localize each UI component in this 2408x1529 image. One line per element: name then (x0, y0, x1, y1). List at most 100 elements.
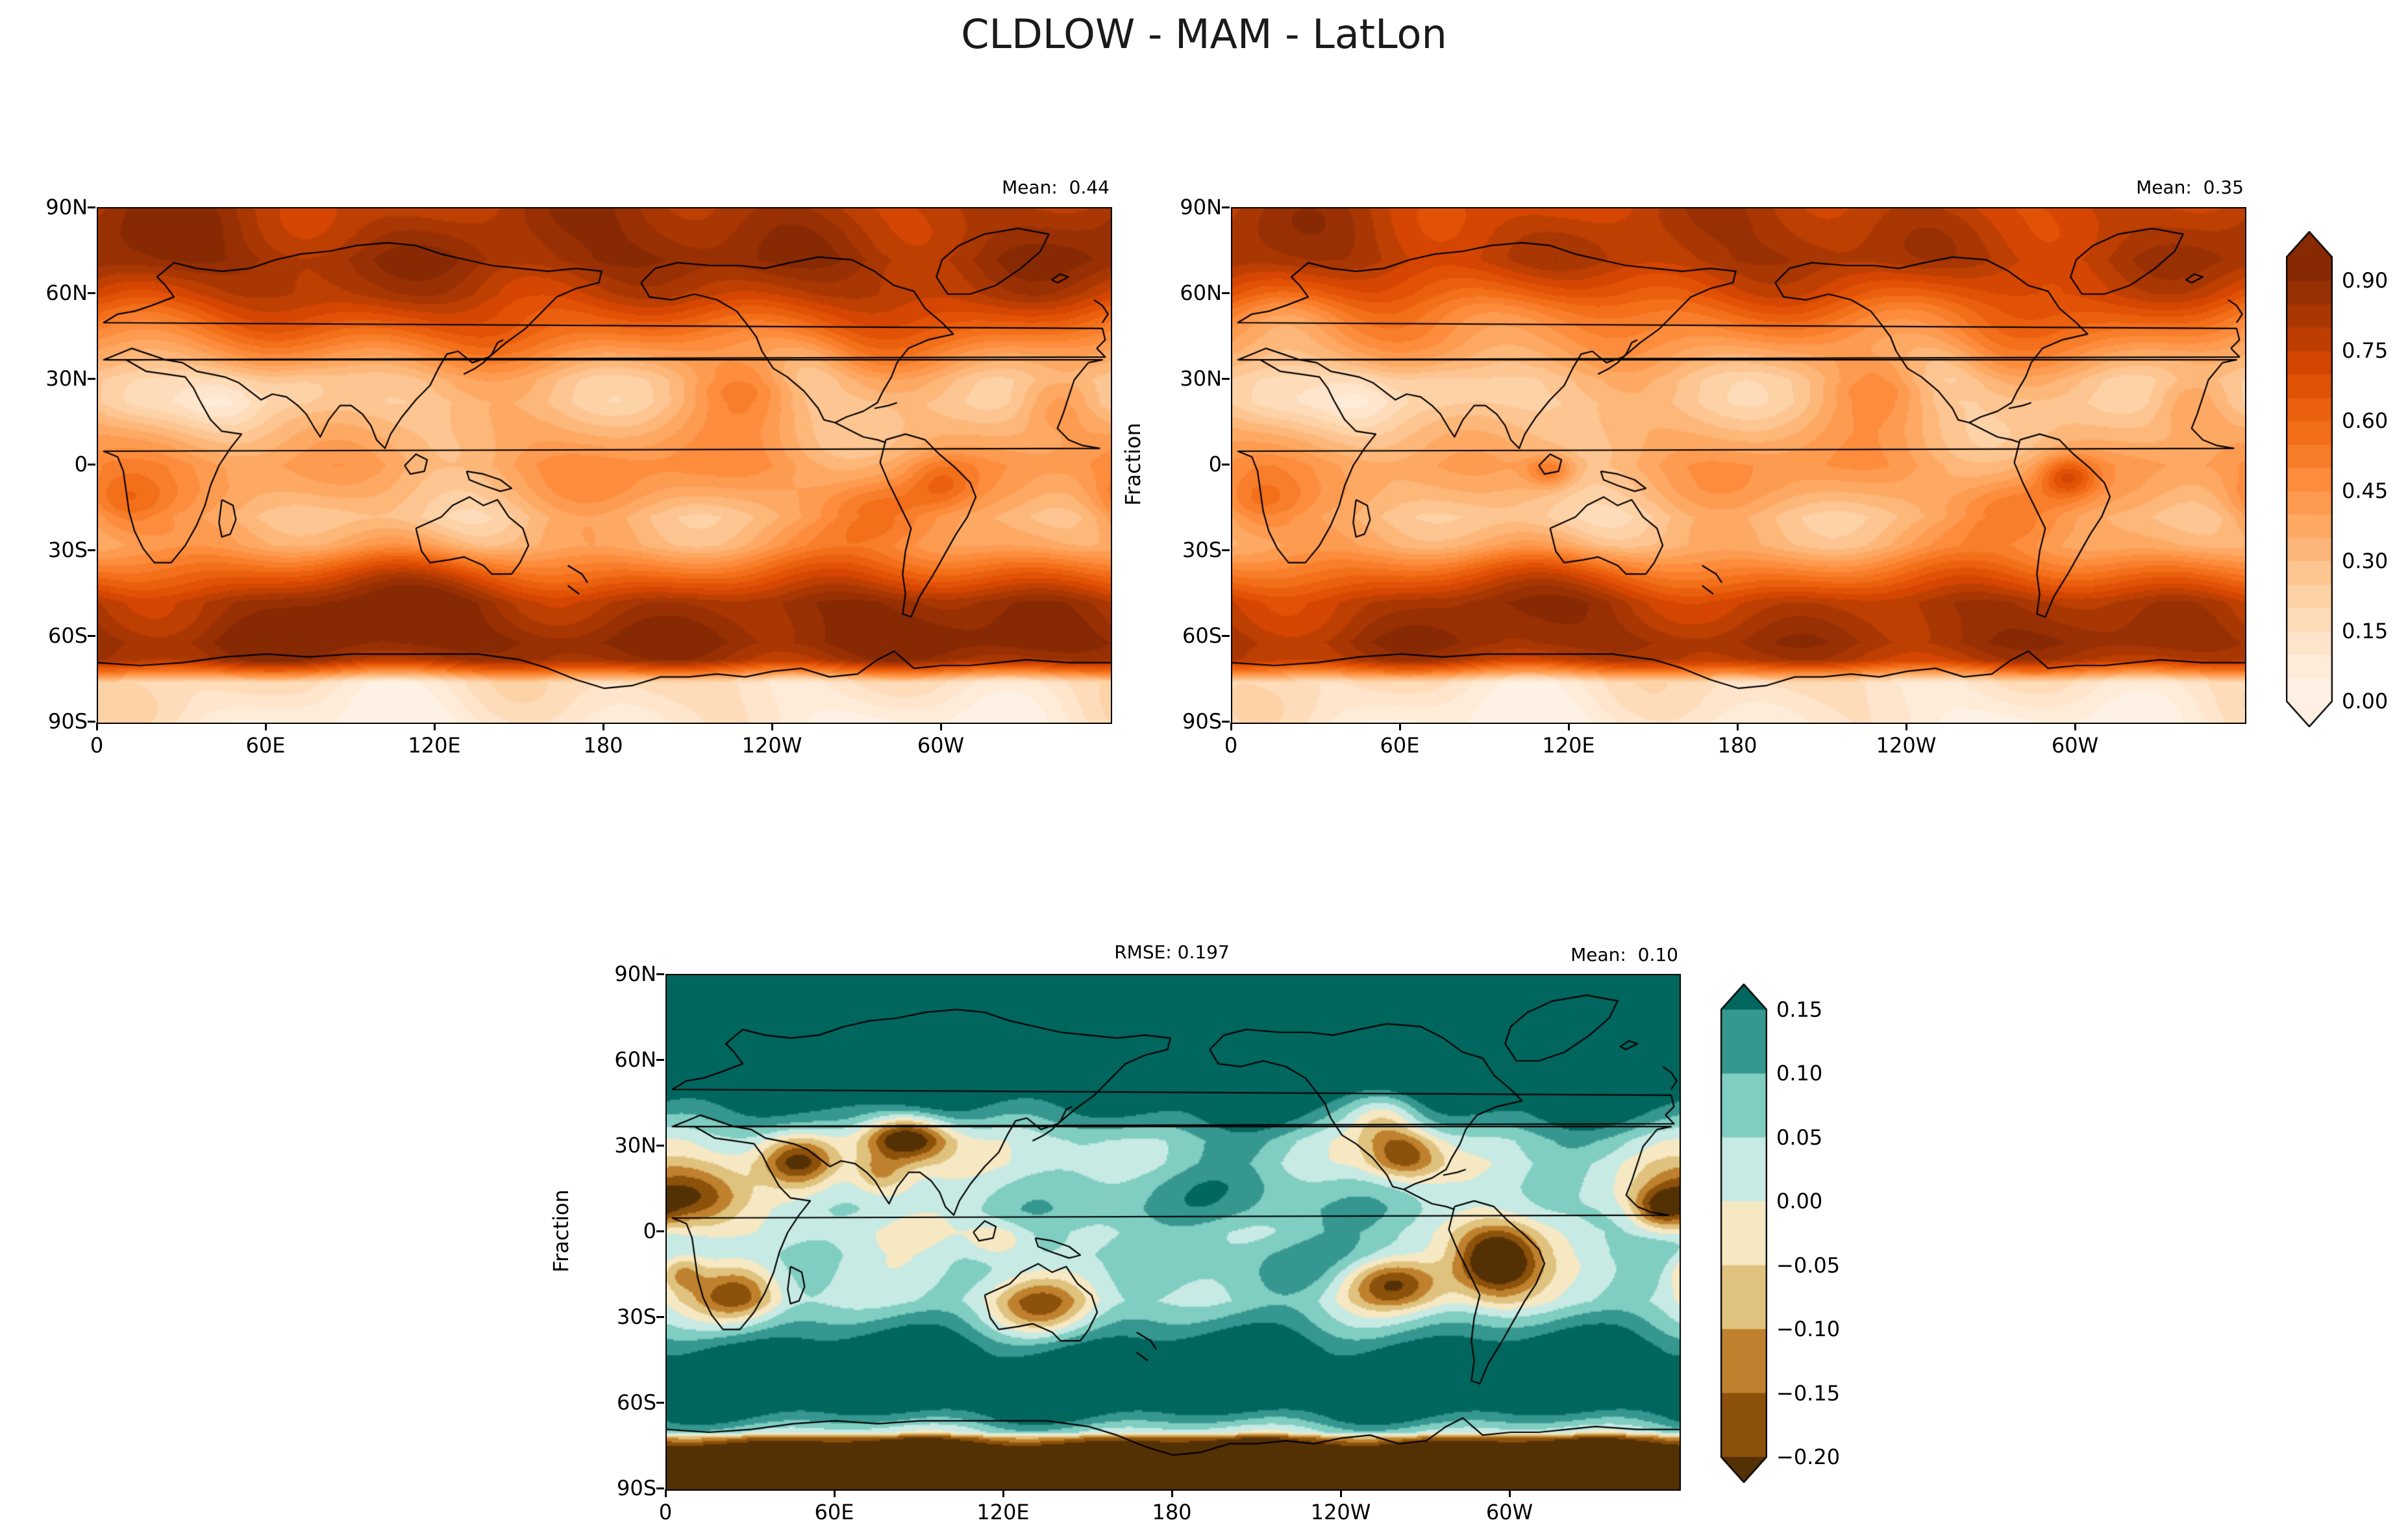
lon-tick-label: 0 (658, 1500, 673, 1524)
lon-tick-mark (95, 723, 98, 730)
lon-tick-label: 120E (408, 733, 461, 758)
fraction-colorbar-tick-label: 0.60 (2342, 408, 2389, 433)
lat-tick-mark (1222, 463, 1230, 466)
lon-tick-mark (1339, 1489, 1342, 1497)
lat-tick-label: 90S (47, 709, 88, 734)
lat-tick-label: 30S (616, 1304, 656, 1329)
lat-tick-mark (88, 720, 95, 723)
baseline-map-canvas (1231, 207, 2246, 724)
fraction-colorbar-tick-label: 0.90 (2342, 268, 2389, 293)
lat-tick-mark (1222, 206, 1230, 208)
lat-tick-label: 0 (1208, 452, 1222, 477)
lon-tick-label: 120W (1310, 1500, 1371, 1524)
diff-rmse-label: RMSE: 0.197 (1114, 941, 1230, 963)
test-map-canvas (97, 207, 1112, 724)
lat-tick-label: 90N (1180, 195, 1222, 219)
lat-tick-label: 60N (45, 280, 88, 305)
lat-tick-label: 90N (614, 962, 656, 986)
lon-tick-label: 180 (1717, 733, 1757, 758)
fraction-colorbar-tick-label: 0.30 (2342, 549, 2389, 573)
lat-tick-mark (1222, 377, 1230, 380)
lon-tick-label: 0 (90, 733, 104, 758)
lat-tick-label: 30S (1182, 538, 1222, 562)
lon-tick-label: 60E (245, 733, 286, 758)
fraction-colorbar-tick-label: 0.75 (2342, 338, 2389, 363)
lon-tick-mark (1002, 1489, 1004, 1497)
lon-tick-mark (1567, 723, 1570, 730)
lat-tick-mark (88, 549, 95, 551)
lat-tick-label: 0 (74, 452, 88, 477)
lon-tick-mark (264, 723, 267, 730)
lat-tick-mark (1222, 720, 1230, 723)
lat-tick-label: 0 (643, 1219, 656, 1243)
difference-colorbar-tick-label: 0.10 (1776, 1061, 1823, 1086)
lon-tick-mark (1736, 723, 1739, 730)
lon-tick-label: 120W (1876, 733, 1937, 758)
lon-tick-label: 60W (1485, 1500, 1533, 1524)
lon-tick-label: 180 (1152, 1500, 1192, 1524)
lon-tick-mark (2074, 723, 2076, 730)
lat-tick-label: 30N (45, 366, 88, 391)
lon-tick-mark (771, 723, 773, 730)
difference-colorbar-tick-label: 0.05 (1776, 1125, 1823, 1150)
lon-tick-label: 0 (1224, 733, 1238, 758)
lon-tick-mark (833, 1489, 836, 1497)
difference-colorbar-tick-label: 0.15 (1776, 997, 1823, 1022)
lat-tick-mark (656, 1315, 664, 1318)
lon-tick-label: 60E (814, 1500, 854, 1524)
diff-y-axis-label: Fraction (549, 1189, 573, 1273)
lat-tick-label: 60N (614, 1047, 656, 1072)
lon-tick-label: 60E (1380, 733, 1420, 758)
lat-tick-label: 60S (1182, 623, 1222, 648)
difference-colorbar (1720, 984, 1767, 1483)
baseline-y-axis-label: Fraction (1121, 423, 1145, 506)
difference-map-canvas (665, 974, 1681, 1491)
fraction-colorbar-tick-label: 0.00 (2342, 689, 2389, 714)
lat-tick-label: 90S (1182, 709, 1222, 734)
lon-tick-mark (433, 723, 436, 730)
lon-tick-label: 120E (1542, 733, 1595, 758)
lat-tick-mark (656, 1401, 664, 1404)
fraction-colorbar-tick-label: 0.45 (2342, 479, 2389, 503)
figure-title: CLDLOW - MAM - LatLon (961, 10, 1447, 58)
lat-tick-label: 30N (614, 1133, 656, 1158)
lat-tick-mark (656, 1487, 664, 1489)
lon-tick-label: 120W (741, 733, 802, 758)
lon-tick-label: 120E (976, 1500, 1030, 1524)
lat-tick-mark (88, 634, 95, 637)
lon-tick-mark (602, 723, 604, 730)
diff-stat-mean: Mean: 0.10 (1570, 944, 1678, 965)
lat-tick-mark (88, 292, 95, 294)
fraction-colorbar-tick-label: 0.15 (2342, 619, 2389, 643)
lat-tick-label: 60S (616, 1390, 656, 1415)
lat-tick-label: 30S (47, 538, 88, 562)
lat-tick-mark (1222, 292, 1230, 294)
lat-tick-mark (88, 206, 95, 208)
difference-colorbar-tick-label: 0.00 (1776, 1189, 1823, 1214)
lat-tick-mark (1222, 634, 1230, 637)
difference-colorbar-tick-label: −0.10 (1776, 1317, 1841, 1342)
lat-tick-label: 90S (616, 1476, 656, 1500)
lat-tick-label: 60S (47, 623, 88, 648)
lon-tick-label: 180 (583, 733, 623, 758)
test-stat-mean: Mean: 0.44 (1002, 177, 1110, 198)
difference-colorbar-tick-label: −0.05 (1776, 1252, 1841, 1278)
lon-tick-mark (1398, 723, 1401, 730)
lat-tick-mark (656, 1230, 664, 1232)
lat-tick-label: 60N (1180, 280, 1222, 305)
lon-tick-mark (664, 1489, 667, 1497)
lon-tick-label: 60W (2051, 733, 2099, 758)
lat-tick-mark (656, 973, 664, 975)
lon-tick-mark (939, 723, 942, 730)
lat-tick-mark (1222, 549, 1230, 551)
lon-tick-mark (1508, 1489, 1511, 1497)
fraction-colorbar (2286, 231, 2333, 727)
baseline-stat-mean: Mean: 0.35 (2136, 177, 2244, 198)
difference-colorbar-tick-label: −0.15 (1776, 1380, 1841, 1406)
lat-tick-mark (656, 1058, 664, 1061)
lat-tick-mark (656, 1144, 664, 1147)
lat-tick-label: 90N (45, 195, 88, 219)
lon-tick-mark (1171, 1489, 1173, 1497)
difference-colorbar-tick-label: −0.20 (1776, 1445, 1841, 1469)
